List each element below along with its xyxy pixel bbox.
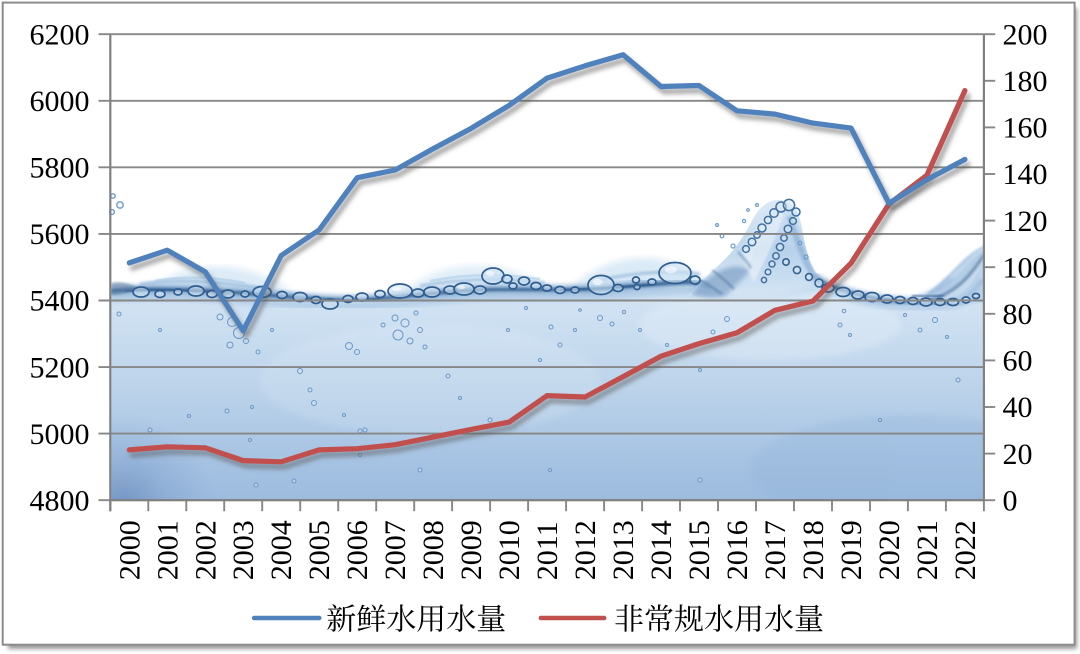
svg-text:0: 0 — [1003, 484, 1018, 517]
svg-text:2018: 2018 — [797, 520, 830, 580]
svg-text:2001: 2001 — [151, 520, 184, 580]
svg-text:2016: 2016 — [721, 520, 754, 580]
svg-text:2011: 2011 — [531, 521, 564, 580]
svg-text:2015: 2015 — [683, 520, 716, 580]
svg-text:2009: 2009 — [455, 520, 488, 580]
svg-text:2000: 2000 — [113, 520, 146, 580]
svg-text:5800: 5800 — [30, 152, 90, 185]
svg-text:6000: 6000 — [30, 85, 90, 118]
svg-text:2002: 2002 — [189, 520, 222, 580]
svg-text:180: 180 — [1003, 65, 1048, 98]
svg-text:2010: 2010 — [493, 520, 526, 580]
svg-text:6200: 6200 — [30, 18, 90, 51]
svg-text:120: 120 — [1003, 205, 1048, 238]
svg-text:2020: 2020 — [873, 520, 906, 580]
svg-text:60: 60 — [1003, 345, 1033, 378]
svg-text:2019: 2019 — [835, 520, 868, 580]
svg-text:2013: 2013 — [607, 520, 640, 580]
svg-text:2003: 2003 — [227, 520, 260, 580]
svg-text:5400: 5400 — [30, 285, 90, 318]
svg-text:100: 100 — [1003, 251, 1048, 284]
svg-text:20: 20 — [1003, 438, 1033, 471]
svg-text:4800: 4800 — [30, 484, 90, 517]
svg-text:160: 160 — [1003, 112, 1048, 145]
svg-text:40: 40 — [1003, 391, 1033, 424]
svg-text:2022: 2022 — [949, 520, 982, 580]
svg-text:2006: 2006 — [341, 520, 374, 580]
svg-text:2004: 2004 — [265, 520, 298, 580]
svg-text:80: 80 — [1003, 298, 1033, 331]
svg-text:2017: 2017 — [759, 520, 792, 580]
svg-text:2007: 2007 — [379, 520, 412, 580]
svg-text:2014: 2014 — [645, 520, 678, 580]
svg-text:2005: 2005 — [303, 520, 336, 580]
svg-text:200: 200 — [1003, 18, 1048, 51]
svg-text:2012: 2012 — [569, 520, 602, 580]
svg-text:5000: 5000 — [30, 418, 90, 451]
svg-text:2008: 2008 — [417, 520, 450, 580]
svg-text:5600: 5600 — [30, 218, 90, 251]
svg-text:5200: 5200 — [30, 351, 90, 384]
svg-text:140: 140 — [1003, 158, 1048, 191]
svg-text:2021: 2021 — [911, 520, 944, 580]
